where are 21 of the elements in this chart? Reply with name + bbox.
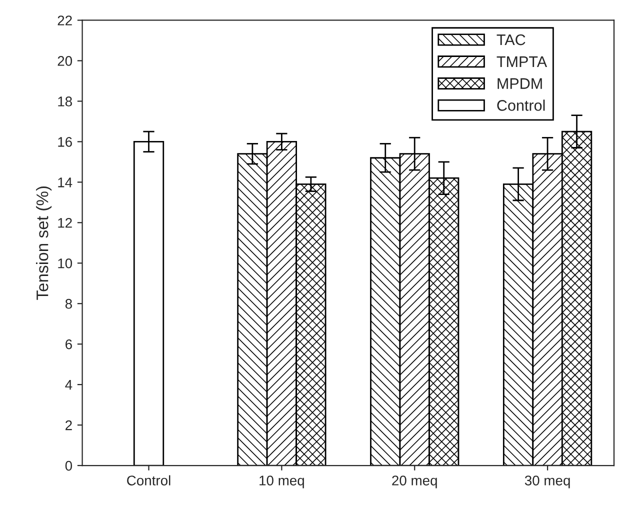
x-tick-label: Control <box>127 475 170 486</box>
legend-label: TAC <box>496 34 526 46</box>
legend-label: Control <box>497 100 545 111</box>
legend-label: MPDM <box>498 78 542 89</box>
y-tick-label: 20 <box>58 56 72 66</box>
legend-label: TMPTA <box>496 56 548 67</box>
y-tick-label: 6 <box>66 339 72 350</box>
y-tick-label: 2 <box>66 420 72 430</box>
y-tick-label: 16 <box>58 137 72 147</box>
x-tick-label: 30 meq <box>524 476 570 488</box>
y-tick-label: 8 <box>65 298 72 309</box>
y-tick-label: 0 <box>65 460 72 471</box>
y-tick-label: 14 <box>58 178 72 188</box>
y-tick-label: 4 <box>65 380 72 390</box>
y-tick-label: 22 <box>58 16 72 26</box>
x-tick-label: 10 meq <box>260 476 304 488</box>
y-tick-label: 12 <box>58 218 72 228</box>
y-tick-label: 18 <box>58 96 72 106</box>
x-tick-label: 20 meq <box>392 476 437 488</box>
y-tick-label: 10 <box>58 258 72 268</box>
y-axis-title: Tension set (%) <box>36 186 52 300</box>
